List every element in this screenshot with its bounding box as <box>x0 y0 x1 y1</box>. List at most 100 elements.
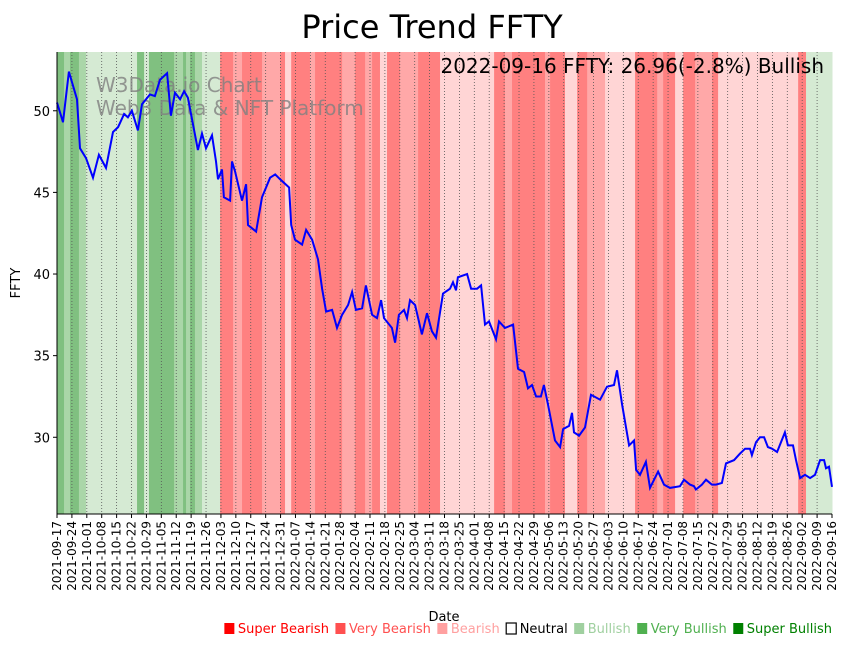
x-tick-label: 2022-02-18 <box>378 521 392 591</box>
sentiment-band <box>663 52 676 514</box>
x-tick-label: 2022-07-22 <box>706 521 720 591</box>
x-tick-label: 2021-12-10 <box>229 521 243 591</box>
legend-item-label: Bearish <box>451 622 500 637</box>
x-tick-label: 2022-06-24 <box>646 521 660 591</box>
legend-item: Neutral <box>505 622 568 637</box>
x-tick-label: 2022-07-08 <box>676 521 690 591</box>
sentiment-band <box>64 52 71 514</box>
legend-swatch-icon <box>335 623 346 634</box>
sentiment-band <box>220 52 234 514</box>
y-axis-label: FFTY <box>9 268 24 299</box>
watermark-line-1: W3Data.io Chart <box>96 73 262 97</box>
legend-item: Bearish <box>437 622 500 637</box>
x-tick-label: 2022-07-01 <box>661 521 675 591</box>
legend-swatch-icon <box>574 623 585 634</box>
sentiment-band <box>379 52 388 514</box>
legend-item-label: Neutral <box>520 622 568 637</box>
price-line <box>56 71 833 492</box>
watermark-line-2: Web3 Data & NFT Platform <box>96 96 364 120</box>
legend-item: Super Bearish <box>224 622 329 637</box>
sentiment-band <box>605 52 636 514</box>
sentiment-band <box>285 52 292 514</box>
sentiment-band <box>657 52 664 514</box>
sentiment-bands <box>57 52 833 514</box>
sentiment-band <box>387 52 401 514</box>
x-tick-label: 2022-02-25 <box>393 521 407 591</box>
legend-item-label: Super Bearish <box>238 622 329 637</box>
chart-title: Price Trend FFTY <box>301 8 563 46</box>
x-tick-label: 2022-06-10 <box>616 521 630 591</box>
x-tick-label: 2021-12-03 <box>214 521 228 591</box>
x-tick-label: 2022-07-15 <box>691 521 705 591</box>
sentiment-band <box>494 52 506 514</box>
x-axis-label: Date <box>428 610 459 625</box>
legend-swatch-icon <box>733 623 744 634</box>
x-tick-label: 2021-12-17 <box>244 521 258 591</box>
x-tick-label: 2022-09-09 <box>810 521 824 591</box>
x-tick-label: 2022-04-08 <box>482 521 496 591</box>
sentiment-band <box>440 52 495 514</box>
legend-item: Very Bullish <box>637 622 727 637</box>
sentiment-band <box>400 52 419 514</box>
x-tick-label: 2021-10-15 <box>110 521 124 591</box>
x-tick-label: 2021-12-31 <box>274 521 288 591</box>
x-tick-label: 2022-06-17 <box>631 521 645 591</box>
sentiment-band <box>695 52 713 514</box>
x-tick-label: 2022-04-15 <box>497 521 511 591</box>
legend-item: Super Bullish <box>733 622 832 637</box>
y-tick-label: 45 <box>33 186 50 201</box>
sentiment-band <box>148 52 175 514</box>
sentiment-band <box>280 52 286 514</box>
sentiment-band <box>806 52 833 514</box>
y-tick-label: 35 <box>33 350 50 365</box>
legend-swatch-icon <box>224 623 235 634</box>
legend-item-label: Super Bullish <box>747 622 832 637</box>
sentiment-band <box>683 52 696 514</box>
sentiment-band <box>365 52 373 514</box>
y-tick-label: 30 <box>33 431 50 446</box>
x-tick-label: 2021-12-24 <box>259 521 273 591</box>
latest-price-annotation: 2022-09-16 FFTY: 26.96(-2.8%) Bullish <box>440 54 824 78</box>
x-tick-label: 2022-05-13 <box>557 521 571 591</box>
x-ticks: 2021-09-17 2021-09-24 2021-10-01 2021-10-08… <box>50 514 839 591</box>
x-tick-label: 2022-05-20 <box>572 521 586 591</box>
x-tick-label: 2021-11-05 <box>154 521 168 591</box>
x-tick-label: 2021-10-29 <box>139 521 153 591</box>
x-tick-label: 2022-02-11 <box>363 521 377 591</box>
sentiment-band <box>342 52 356 514</box>
sentiment-band <box>85 52 138 514</box>
sentiment-band <box>183 52 187 514</box>
sentiment-band <box>355 52 366 514</box>
legend-item-label: Very Bullish <box>651 622 727 637</box>
sentiment-band <box>194 52 203 514</box>
x-tick-label: 2022-03-11 <box>423 521 437 591</box>
x-tick-label: 2022-01-28 <box>333 521 347 591</box>
x-gridlines <box>71 52 818 514</box>
x-tick-label: 2022-05-06 <box>542 521 556 591</box>
x-tick-label: 2021-11-26 <box>199 521 213 591</box>
x-tick-label: 2022-01-21 <box>318 521 332 591</box>
sentiment-band <box>504 52 513 514</box>
sentiment-band <box>635 52 658 514</box>
y-tick-label: 50 <box>33 105 50 120</box>
sentiment-band <box>233 52 243 514</box>
x-tick-label: 2021-10-08 <box>95 521 109 591</box>
x-tick-label: 2022-03-18 <box>438 521 452 591</box>
x-tick-label: 2021-10-22 <box>125 521 139 591</box>
sentiment-band <box>712 52 719 514</box>
x-tick-label: 2022-05-27 <box>587 521 601 591</box>
x-tick-label: 2022-04-29 <box>527 521 541 591</box>
x-tick-label: 2022-03-04 <box>408 521 422 591</box>
sentiment-band <box>511 52 546 514</box>
sentiment-band <box>718 52 799 514</box>
sentiment-band <box>262 52 281 514</box>
sentiment-band <box>190 52 196 514</box>
sentiment-band <box>186 52 191 514</box>
x-tick-label: 2022-08-05 <box>736 521 750 591</box>
legend-swatch-icon <box>437 623 448 634</box>
x-tick-label: 2022-03-25 <box>452 521 466 591</box>
x-tick-label: 2021-10-01 <box>80 521 94 591</box>
x-tick-label: 2022-01-14 <box>303 521 317 591</box>
x-tick-label: 2022-08-12 <box>750 521 764 591</box>
